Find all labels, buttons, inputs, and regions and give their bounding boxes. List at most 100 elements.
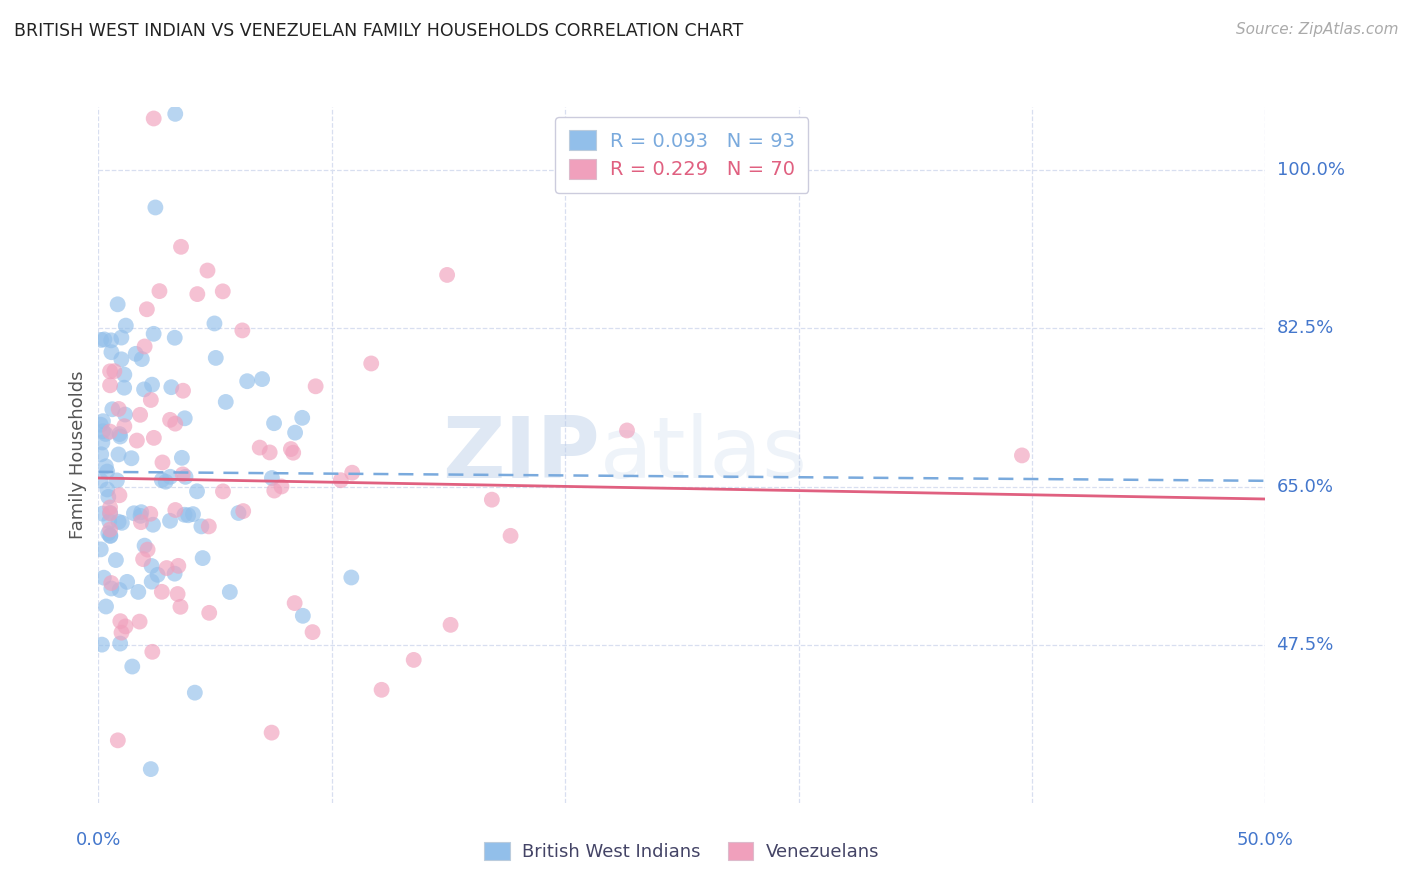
Point [152, 455, 174, 469]
Point [110, 330, 132, 344]
Point [481, 492, 503, 507]
Point [340, 466, 363, 480]
Point [231, 323, 253, 337]
Text: BRITISH WEST INDIAN VS VENEZUELAN FAMILY HOUSEHOLDS CORRELATION CHART: BRITISH WEST INDIAN VS VENEZUELAN FAMILY… [14, 22, 744, 40]
Point [100, 334, 122, 348]
Point [174, 470, 197, 484]
Point [499, 529, 522, 543]
Point [263, 483, 285, 498]
Point [128, 615, 150, 629]
Text: ZIP: ZIP [443, 413, 600, 497]
Point [100, 576, 122, 591]
Point [91, 507, 114, 521]
Point [169, 599, 191, 614]
Point [172, 384, 194, 398]
Point [159, 413, 181, 427]
Point [131, 352, 153, 367]
Point [139, 762, 162, 776]
Point [129, 515, 152, 529]
Point [186, 484, 208, 499]
Point [111, 516, 134, 530]
Point [115, 574, 138, 589]
Point [90, 417, 112, 432]
Point [98, 514, 121, 528]
Point [132, 552, 155, 566]
Point [236, 374, 259, 388]
Point [136, 542, 159, 557]
Point [304, 379, 326, 393]
Point [146, 567, 169, 582]
Point [141, 645, 163, 659]
Point [112, 419, 135, 434]
Point [105, 474, 128, 488]
Point [284, 425, 307, 440]
Point [98, 506, 121, 520]
Point [150, 584, 173, 599]
Point [329, 473, 352, 487]
Point [163, 331, 186, 345]
Point [141, 559, 163, 574]
Point [191, 551, 214, 566]
Point [103, 364, 125, 378]
Point [91, 424, 114, 438]
Point [107, 447, 129, 461]
Point [165, 107, 187, 121]
Point [198, 606, 221, 620]
Point [98, 507, 121, 521]
Text: 82.5%: 82.5% [1277, 319, 1334, 337]
Point [616, 424, 638, 438]
Point [129, 508, 152, 523]
Point [107, 515, 129, 529]
Point [291, 410, 314, 425]
Point [173, 508, 195, 522]
Point [291, 608, 314, 623]
Point [125, 434, 148, 448]
Point [121, 659, 143, 673]
Point [108, 582, 131, 597]
Point [90, 333, 112, 347]
Point [129, 505, 152, 519]
Point [204, 317, 226, 331]
Text: 50.0%: 50.0% [1237, 830, 1294, 848]
Point [170, 450, 193, 465]
Point [94, 426, 117, 441]
Point [110, 625, 132, 640]
Point [166, 587, 188, 601]
Point [93, 571, 115, 585]
Text: 0.0%: 0.0% [76, 830, 121, 848]
Point [96, 465, 118, 479]
Point [156, 561, 179, 575]
Point [90, 542, 112, 557]
Point [97, 490, 120, 504]
Point [340, 570, 363, 584]
Point [181, 507, 204, 521]
Point [148, 284, 170, 298]
Point [198, 519, 221, 533]
Point [125, 347, 148, 361]
Point [98, 500, 121, 515]
Point [142, 431, 165, 445]
Point [98, 378, 121, 392]
Point [263, 416, 285, 430]
Point [114, 408, 136, 422]
Point [159, 470, 181, 484]
Point [141, 574, 163, 589]
Point [98, 528, 121, 542]
Point [107, 297, 129, 311]
Point [360, 356, 382, 370]
Point [283, 446, 305, 460]
Point [108, 636, 131, 650]
Text: atlas: atlas [600, 413, 808, 497]
Point [150, 473, 173, 487]
Point [142, 112, 165, 126]
Point [142, 517, 165, 532]
Point [228, 506, 250, 520]
Point [114, 318, 136, 333]
Point [270, 479, 292, 493]
Point [184, 686, 207, 700]
Point [260, 725, 283, 739]
Point [204, 351, 226, 365]
Point [139, 392, 162, 407]
Point [108, 488, 131, 502]
Point [94, 599, 117, 614]
